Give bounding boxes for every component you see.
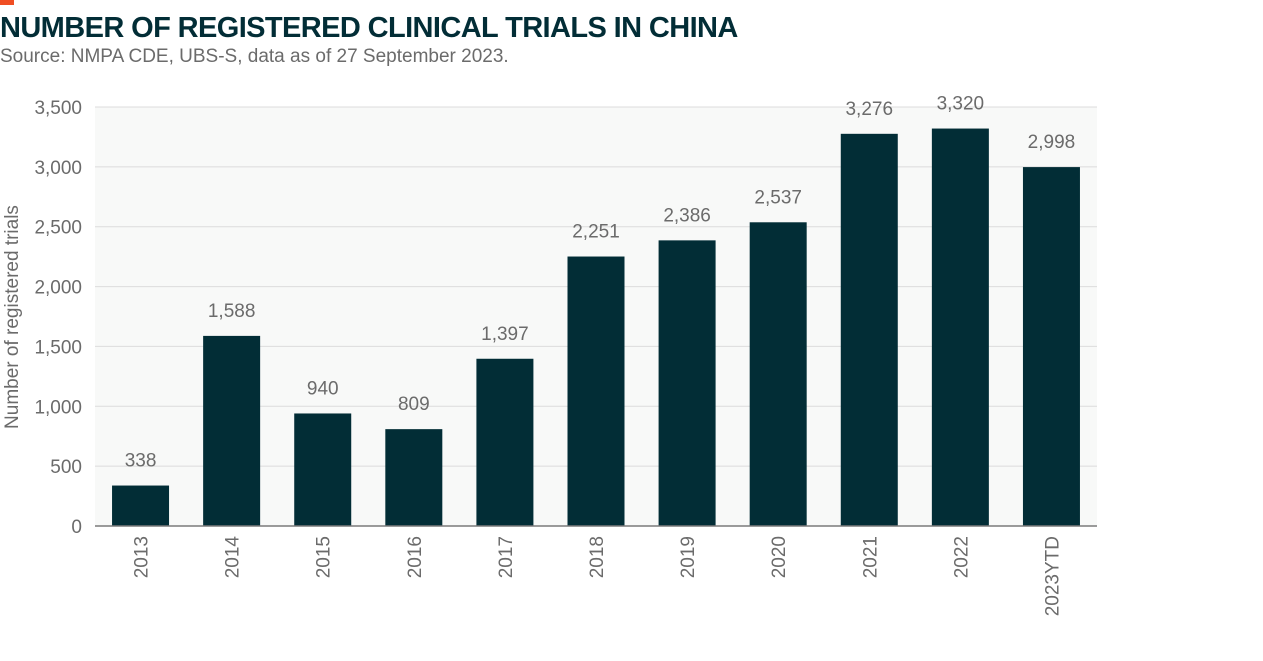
bar-2016 (385, 429, 443, 526)
x-tick-label: 2019 (678, 536, 699, 578)
y-axis-title: Number of registered trials (2, 205, 23, 429)
brand-accent-bar (0, 0, 14, 5)
bar-2021 (840, 133, 898, 527)
bar-2022 (931, 128, 989, 526)
bar-2017 (476, 358, 534, 526)
data-label: 2,251 (572, 222, 620, 243)
bar-2019 (658, 240, 716, 527)
bar-2023YTD (1022, 167, 1080, 527)
y-tick-label: 2,500 (34, 218, 82, 239)
bar-2013 (112, 485, 170, 526)
x-tick-label: 2015 (314, 536, 335, 578)
x-tick-label: 2014 (223, 536, 244, 579)
bar-2018 (567, 256, 625, 526)
y-tick-label: 1,500 (34, 337, 82, 358)
x-tick-label: 2020 (769, 536, 790, 578)
data-label: 2,998 (1028, 132, 1076, 153)
chart-title: NUMBER OF REGISTERED CLINICAL TRIALS IN … (0, 12, 738, 44)
y-tick-label: 2,000 (34, 278, 82, 299)
chart-source-note: Source: NMPA CDE, UBS-S, data as of 27 S… (0, 46, 509, 67)
data-label: 1,588 (208, 301, 256, 322)
data-label: 2,537 (754, 187, 802, 208)
x-tick-label: 2018 (587, 536, 608, 578)
x-tick-label: 2021 (860, 536, 881, 578)
y-tick-label: 3,000 (34, 158, 82, 179)
data-label: 1,397 (481, 324, 529, 345)
x-tick-label: 2023YTD (1042, 536, 1063, 616)
y-tick-label: 3,500 (34, 98, 82, 119)
bar-2014 (203, 335, 261, 526)
x-tick-label: 2022 (951, 536, 972, 578)
x-tick-label: 2017 (496, 536, 517, 578)
x-tick-label: 2013 (132, 536, 153, 578)
data-label: 3,276 (845, 99, 893, 120)
data-label: 809 (398, 394, 430, 415)
y-tick-label: 1,000 (34, 397, 82, 418)
data-label: 2,386 (663, 205, 711, 226)
bar-2020 (749, 222, 807, 526)
y-tick-label: 500 (50, 457, 82, 478)
y-tick-label: 0 (71, 517, 82, 538)
bar-2015 (294, 413, 352, 526)
data-label: 338 (125, 451, 157, 472)
data-label: 940 (307, 378, 339, 399)
data-label: 3,320 (937, 94, 985, 115)
x-tick-label: 2016 (405, 536, 426, 578)
